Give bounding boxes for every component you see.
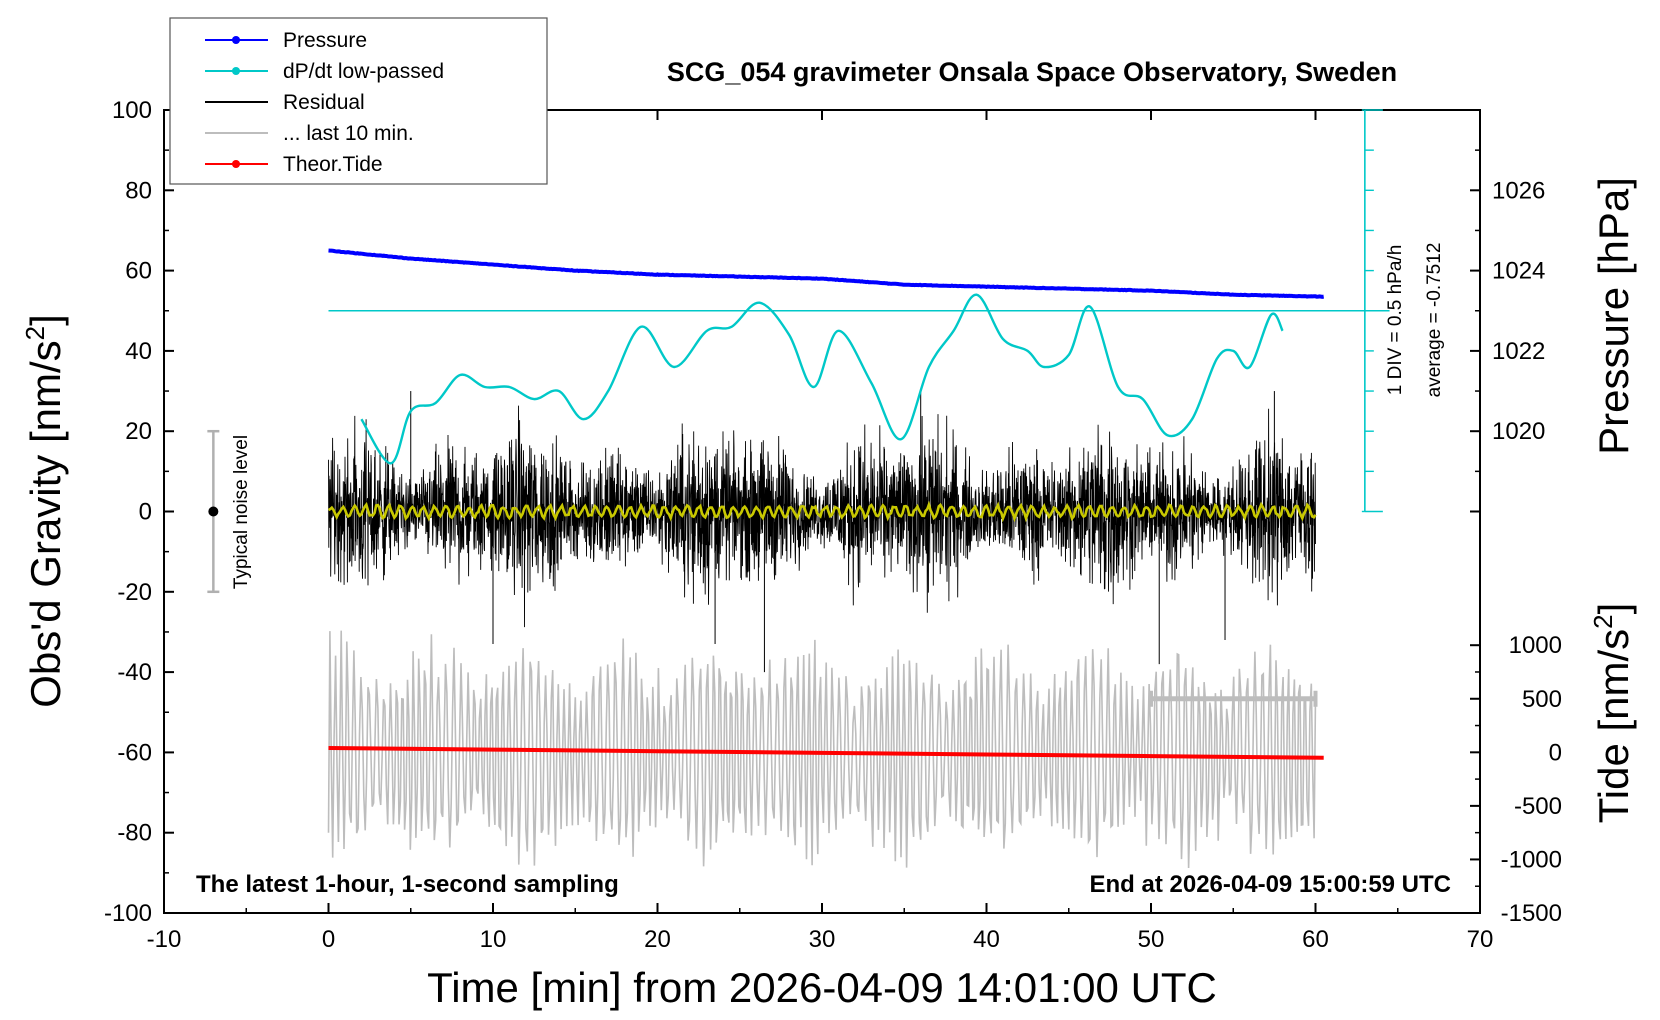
noise-level-label: Typical noise level xyxy=(231,435,252,589)
annotation-sampling: The latest 1-hour, 1-second sampling xyxy=(196,871,619,898)
x-tick-label: 10 xyxy=(480,926,507,953)
x-tick-label: 20 xyxy=(644,926,671,953)
x-tick-label: -10 xyxy=(147,926,182,953)
y-tick-label: -60 xyxy=(117,739,152,766)
tide-tick-label: -1500 xyxy=(1501,900,1562,927)
y-axis-title-tide: Tide [nm/s2] xyxy=(1588,603,1637,824)
noise-bar-center xyxy=(208,506,219,517)
tide-tick-label: -1000 xyxy=(1501,846,1562,873)
series-last10-line xyxy=(327,630,1317,869)
legend-marker xyxy=(232,160,240,168)
x-tick-label: 50 xyxy=(1138,926,1165,953)
pressure-tick-label: 1026 xyxy=(1492,177,1545,204)
pressure-tick-label: 1022 xyxy=(1492,338,1545,365)
y-tick-label: 100 xyxy=(112,97,152,124)
x-tick-label: 60 xyxy=(1302,926,1329,953)
dpdt-average-label: average = -0.7512 xyxy=(1424,243,1445,398)
y-tick-label: 40 xyxy=(125,338,152,365)
x-tick-label: 70 xyxy=(1467,926,1494,953)
legend-marker xyxy=(232,67,240,75)
chart-title: SCG_054 gravimeter Onsala Space Observat… xyxy=(667,57,1397,87)
y-tick-label: -20 xyxy=(117,579,152,606)
y-axis-title-left: Obs'd Gravity [nm/s2] xyxy=(20,314,69,708)
series-tide-line xyxy=(328,746,1324,760)
layer-annotations xyxy=(207,429,1318,707)
legend-entries: Pressure dP/dt low-passed Residual ... last… xyxy=(205,29,444,176)
legend-marker xyxy=(232,36,240,44)
x-tick-label: 0 xyxy=(322,926,335,953)
dpdt-scale-label: 1 DIV = 0.5 hPa/h xyxy=(1385,245,1406,396)
x-axis-title: Time [min] from 2026-04-09 14:01:00 UTC xyxy=(427,964,1217,1011)
x-tick-label: 30 xyxy=(809,926,836,953)
tide-tick-label: 500 xyxy=(1522,686,1562,713)
layer-series xyxy=(327,109,1390,869)
residual-smoothed-line xyxy=(327,500,1317,523)
legend-label: Theor.Tide xyxy=(283,153,383,176)
series-residual-line xyxy=(328,405,1316,628)
pressure-tick-label: 1024 xyxy=(1492,258,1545,285)
x-tick-label: 40 xyxy=(973,926,1000,953)
legend-label: Pressure xyxy=(283,29,367,52)
y-tick-label: 60 xyxy=(125,258,152,285)
legend-label: Residual xyxy=(283,91,365,114)
pressure-tick-label: 1020 xyxy=(1492,418,1545,445)
y-tick-label: -80 xyxy=(117,820,152,847)
tide-tick-label: 1000 xyxy=(1509,632,1562,659)
annotation-end-time: End at 2026-04-09 15:00:59 UTC xyxy=(1090,871,1452,898)
legend-label: ... last 10 min. xyxy=(283,122,414,145)
y-axis-title-pressure: Pressure [hPa] xyxy=(1590,177,1637,455)
legend: Pressure dP/dt low-passed Residual ... last… xyxy=(169,17,548,185)
y-tick-label: -40 xyxy=(117,659,152,686)
y-tick-label: 20 xyxy=(125,418,152,445)
legend-label: dP/dt low-passed xyxy=(283,60,444,83)
y-tick-label: -100 xyxy=(104,900,152,927)
y-tick-label: 80 xyxy=(125,177,152,204)
y-tick-label: 0 xyxy=(139,499,152,526)
layer-ticks: -10 0 10 20 30 40 50 60 70-100-80-60-40-20020406… xyxy=(104,97,1562,953)
tide-tick-label: -500 xyxy=(1514,793,1562,820)
series-dpdt-line xyxy=(360,293,1284,465)
tide-tick-label: 0 xyxy=(1549,739,1562,766)
series-pressure-line xyxy=(328,248,1324,299)
